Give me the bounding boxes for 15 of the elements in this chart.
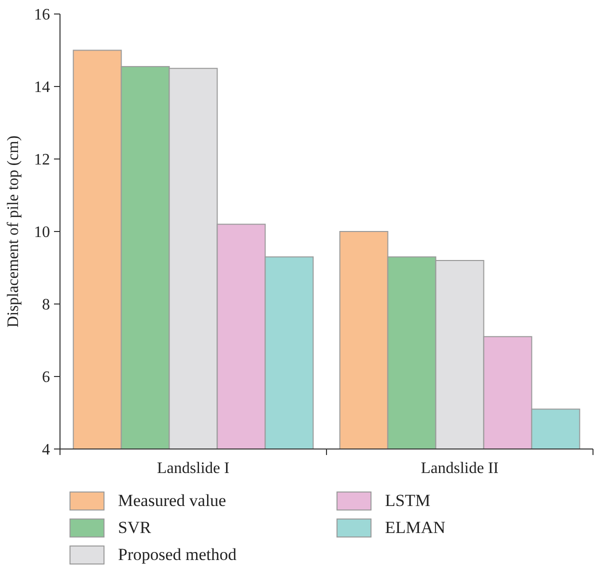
- y-tick-label: 4: [42, 442, 50, 459]
- legend-label: Measured value: [118, 491, 226, 510]
- y-tick-label: 10: [34, 224, 50, 242]
- y-tick-label: 6: [42, 369, 50, 386]
- legend-label: LSTM: [385, 491, 430, 510]
- legend-label: ELMAN: [385, 518, 446, 537]
- legend-label: Proposed method: [118, 545, 238, 564]
- x-tick-label: Landslide II: [420, 460, 499, 477]
- y-tick-label: 14: [34, 79, 50, 96]
- legend-label: SVR: [118, 518, 152, 537]
- y-tick-label: 8: [42, 296, 50, 314]
- y-tick-label: 16: [34, 6, 50, 24]
- y-tick-label: 12: [34, 152, 50, 169]
- y-axis-title: Displacement of pile top (cm): [5, 136, 22, 328]
- x-tick-label: Landslide I: [157, 460, 230, 477]
